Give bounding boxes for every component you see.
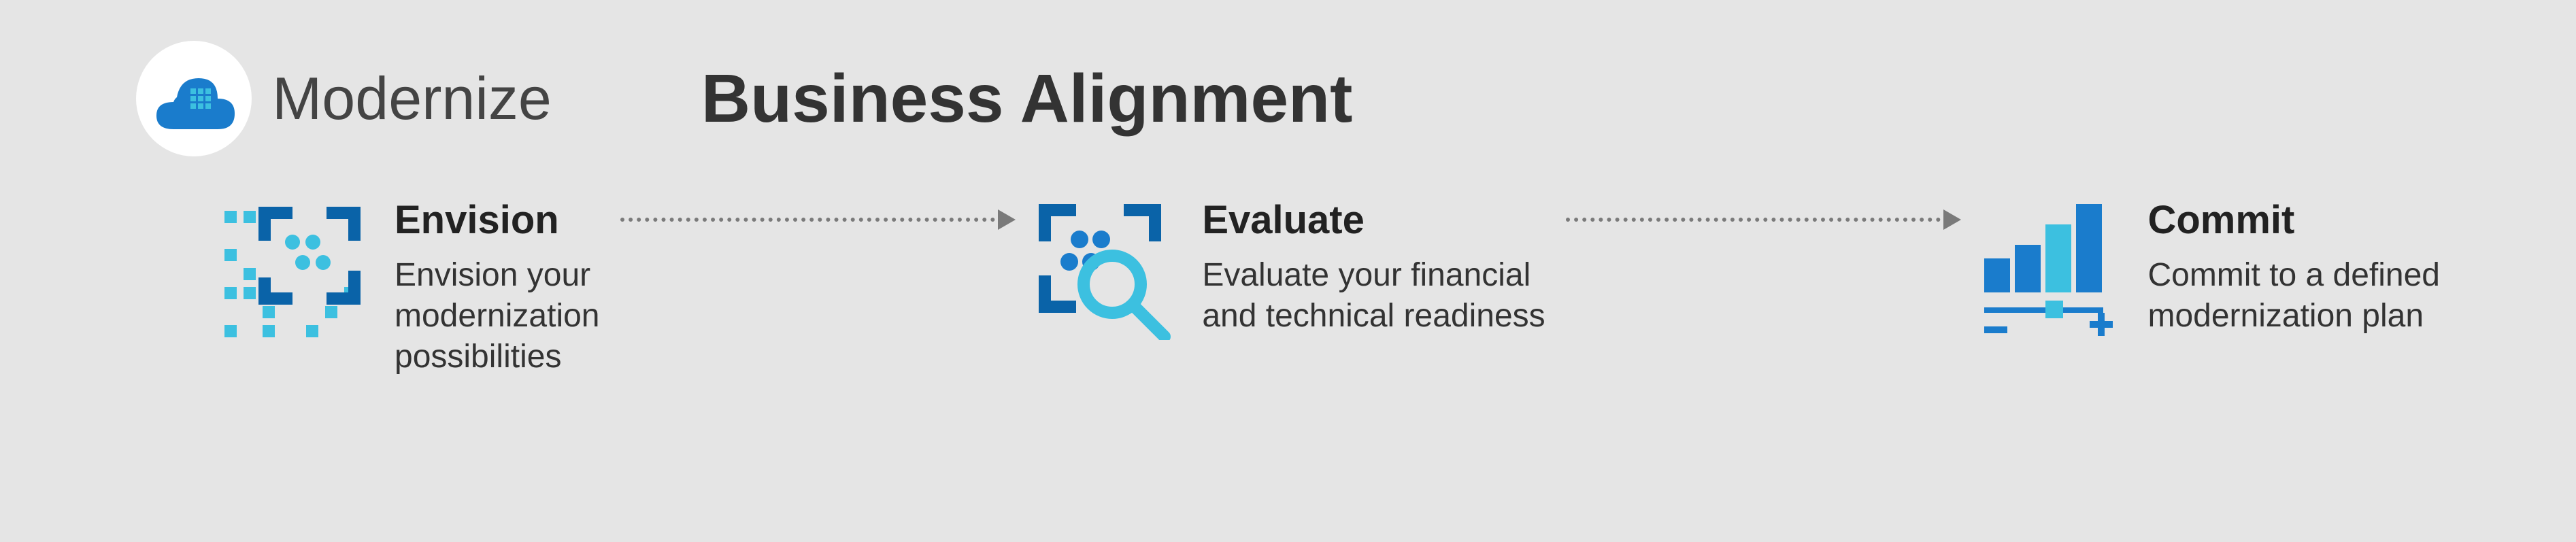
arrow-evaluate-to-commit [1545, 197, 1978, 222]
arrow-envision-to-evaluate [600, 197, 1033, 222]
step-envision-desc: Envision yourmodernizationpossibilities [395, 255, 600, 377]
logo-circle [136, 41, 252, 156]
infographic-canvas: Modernize Business Alignment [0, 0, 2576, 542]
step-envision-text: Envision Envision yourmodernizationpossi… [395, 197, 600, 377]
step-commit-text: Commit Commit to a definedmodernization … [2147, 197, 2440, 337]
step-commit-title: Commit [2147, 197, 2440, 243]
commit-icon [1977, 197, 2120, 340]
step-evaluate-text: Evaluate Evaluate your financialand tech… [1202, 197, 1545, 337]
evaluate-icon [1032, 197, 1175, 340]
main-title: Business Alignment [701, 60, 1353, 138]
step-commit-desc: Commit to a definedmodernization plan [2147, 255, 2440, 337]
logo-block: Modernize [136, 41, 552, 156]
step-envision-title: Envision [395, 197, 600, 243]
dotted-arrow [1566, 218, 1958, 222]
step-commit: Commit Commit to a definedmodernization … [1977, 197, 2440, 340]
dotted-arrow [620, 218, 1012, 222]
header-row: Modernize Business Alignment [136, 41, 2440, 156]
step-evaluate-title: Evaluate [1202, 197, 1545, 243]
step-evaluate: Evaluate Evaluate your financialand tech… [1032, 197, 1545, 340]
logo-text: Modernize [272, 64, 552, 133]
step-envision: Envision Envision yourmodernizationpossi… [224, 197, 600, 377]
envision-icon [224, 197, 367, 340]
steps-row: Envision Envision yourmodernizationpossi… [136, 197, 2440, 377]
cloud-grid-icon [150, 65, 238, 133]
step-evaluate-desc: Evaluate your financialand technical rea… [1202, 255, 1545, 337]
